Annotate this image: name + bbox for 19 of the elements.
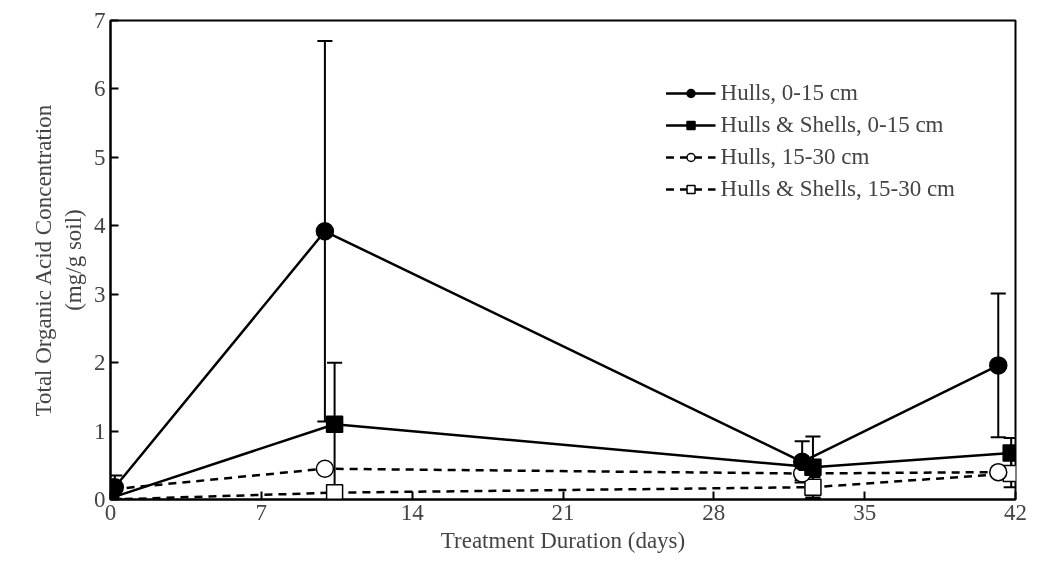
legend-label: Hulls & Shells, 15-30 cm xyxy=(720,176,955,202)
y-tick-label: 4 xyxy=(94,213,106,239)
x-tick-label: 42 xyxy=(1004,499,1027,525)
x-tick-label: 21 xyxy=(551,499,575,525)
legend-label: Hulls, 0-15 cm xyxy=(720,80,858,106)
y-axis-title: Total Organic Acid Concentration (mg/g soil) xyxy=(31,104,86,417)
y-tick-label: 3 xyxy=(94,281,106,307)
y-tick-label: 1 xyxy=(94,418,106,444)
x-tick-label: 14 xyxy=(400,499,425,525)
y-tick-label: 7 xyxy=(94,8,106,33)
x-tick-label: 7 xyxy=(255,499,268,525)
x-axis-title: Treatment Duration (days) xyxy=(440,527,686,553)
y-tick-label: 6 xyxy=(94,76,106,102)
y-tick-label: 5 xyxy=(94,144,106,170)
y-tick-label: 2 xyxy=(94,350,106,376)
legend-label: Hulls, 15-30 cm xyxy=(720,144,870,170)
x-tick-label: 35 xyxy=(853,499,877,525)
x-tick-label: 28 xyxy=(702,499,726,525)
legend-label: Hulls & Shells, 0-15 cm xyxy=(720,112,944,138)
